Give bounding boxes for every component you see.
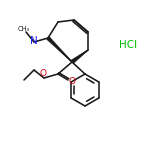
Text: N: N <box>30 36 38 46</box>
Text: O: O <box>69 76 75 85</box>
Text: CH₃: CH₃ <box>18 26 30 32</box>
Polygon shape <box>71 50 88 64</box>
Polygon shape <box>47 37 72 62</box>
Text: HCl: HCl <box>119 40 137 50</box>
Text: O: O <box>39 69 46 78</box>
